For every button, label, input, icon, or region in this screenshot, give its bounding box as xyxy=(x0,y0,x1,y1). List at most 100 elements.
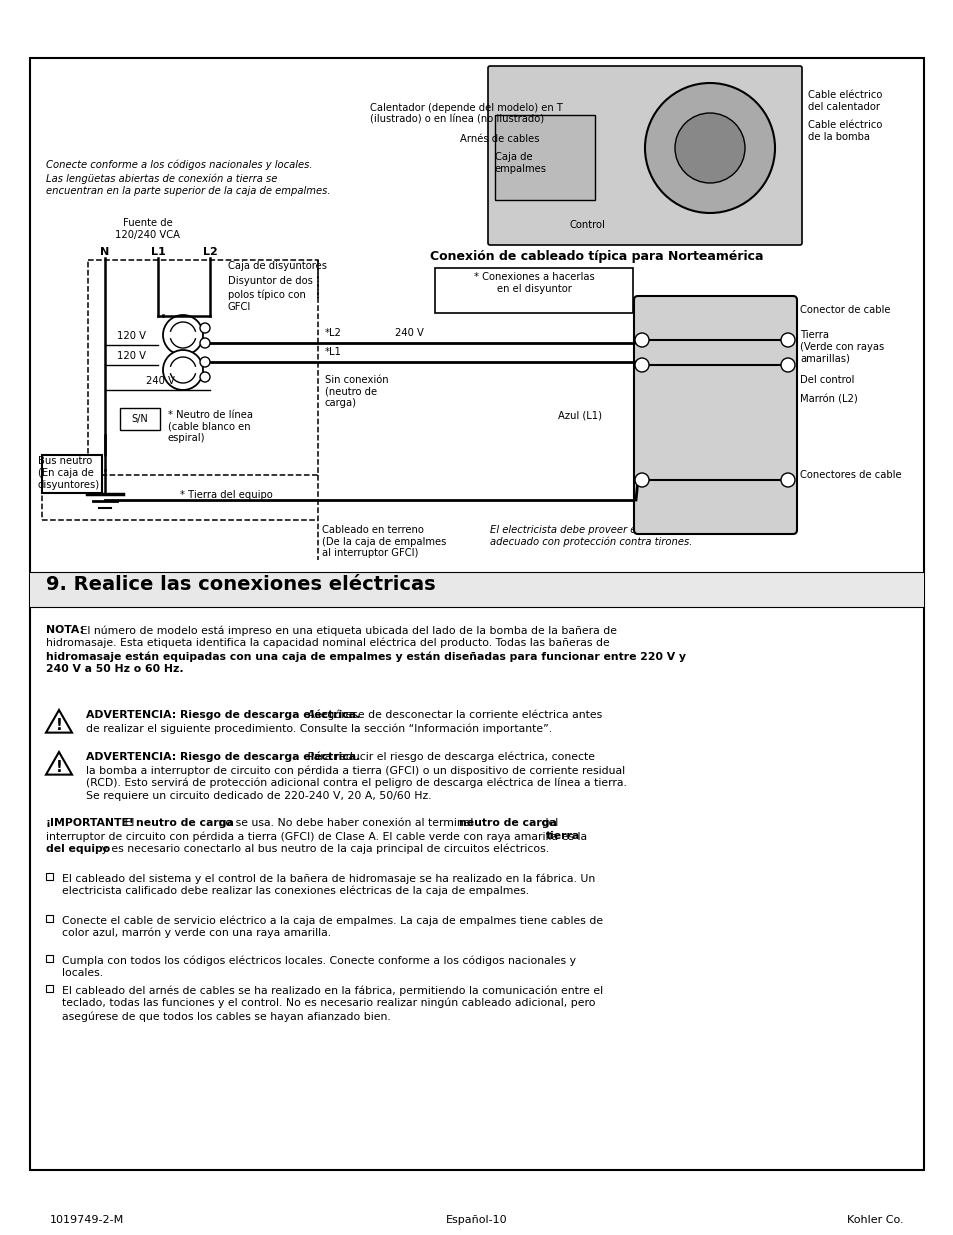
Text: Español-10: Español-10 xyxy=(446,1215,507,1225)
Text: El electricista debe proveer el cable
adecuado con protección contra tirones.: El electricista debe proveer el cable ad… xyxy=(490,525,692,547)
Bar xyxy=(435,268,633,312)
Circle shape xyxy=(163,350,203,390)
Text: 120 V: 120 V xyxy=(117,331,147,341)
Text: Conecte el cable de servicio eléctrico a la caja de empalmes. La caja de empalme: Conecte el cable de servicio eléctrico a… xyxy=(62,915,602,925)
Text: ADVERTENCIA: Riesgo de descarga eléctrica.: ADVERTENCIA: Riesgo de descarga eléctric… xyxy=(86,752,360,762)
Text: GFCI: GFCI xyxy=(228,303,251,312)
Text: electricista calificado debe realizar las conexiones eléctricas de la caja de em: electricista calificado debe realizar la… xyxy=(62,885,529,897)
Text: *L1: *L1 xyxy=(325,347,341,357)
Text: Kohler Co.: Kohler Co. xyxy=(846,1215,903,1225)
Text: Para reducir el riesgo de descarga eléctrica, conecte: Para reducir el riesgo de descarga eléct… xyxy=(304,752,595,762)
Bar xyxy=(42,454,102,493)
Text: Tierra
(Verde con rayas
amarillas): Tierra (Verde con rayas amarillas) xyxy=(800,330,883,363)
Bar xyxy=(46,873,53,881)
Text: Fuente de: Fuente de xyxy=(123,219,172,228)
Text: Caja de disyuntores: Caja de disyuntores xyxy=(228,261,327,270)
FancyBboxPatch shape xyxy=(634,296,796,534)
Text: Cable eléctrico
de la bomba: Cable eléctrico de la bomba xyxy=(807,120,882,142)
Circle shape xyxy=(200,324,210,333)
Text: no se usa. No debe haber conexión al terminal: no se usa. No debe haber conexión al ter… xyxy=(214,818,477,827)
Circle shape xyxy=(200,338,210,348)
Text: Bus neutro
(En caja de
disyuntores): Bus neutro (En caja de disyuntores) xyxy=(38,457,100,489)
Circle shape xyxy=(781,333,794,347)
Text: ADVERTENCIA: Riesgo de descarga eléctrica.: ADVERTENCIA: Riesgo de descarga eléctric… xyxy=(86,710,360,720)
Text: 240 V: 240 V xyxy=(395,329,423,338)
Polygon shape xyxy=(46,752,71,774)
Text: Conexión de cableado típica para Norteamérica: Conexión de cableado típica para Norteam… xyxy=(430,249,762,263)
Text: ¡IMPORTANTE!: ¡IMPORTANTE! xyxy=(46,818,134,827)
Text: la bomba a interruptor de circuito con pérdida a tierra (GFCI) o un dispositivo : la bomba a interruptor de circuito con p… xyxy=(86,764,624,776)
Text: Sin conexión
(neutro de
carga): Sin conexión (neutro de carga) xyxy=(325,375,388,409)
Text: 240 V: 240 V xyxy=(146,375,174,387)
Text: color azul, marrón y verde con una raya amarilla.: color azul, marrón y verde con una raya … xyxy=(62,927,331,939)
Text: y es necesario conectarlo al bus neutro de la caja principal de circuitos eléctr: y es necesario conectarlo al bus neutro … xyxy=(98,844,549,855)
Circle shape xyxy=(635,358,648,372)
Text: L2: L2 xyxy=(202,247,217,257)
Text: *L2: *L2 xyxy=(325,329,341,338)
Text: NOTA:: NOTA: xyxy=(46,625,84,635)
Text: Se requiere un circuito dedicado de 220-240 V, 20 A, 50/60 Hz.: Se requiere un circuito dedicado de 220-… xyxy=(86,790,431,802)
Text: Conecte conforme a los códigos nacionales y locales.: Conecte conforme a los códigos nacionale… xyxy=(46,161,313,170)
Text: L1: L1 xyxy=(151,247,165,257)
Text: 120 V: 120 V xyxy=(117,351,147,361)
Text: Del control: Del control xyxy=(800,375,854,385)
Text: locales.: locales. xyxy=(62,968,103,978)
FancyBboxPatch shape xyxy=(488,65,801,245)
Bar xyxy=(495,115,595,200)
Text: polos típico con: polos típico con xyxy=(228,289,306,300)
Text: Asegúrese de desconectar la corriente eléctrica antes: Asegúrese de desconectar la corriente el… xyxy=(304,710,601,720)
Text: neutro de carga: neutro de carga xyxy=(136,818,233,827)
Circle shape xyxy=(644,83,774,212)
Bar xyxy=(88,261,317,475)
Bar xyxy=(46,986,53,992)
Text: asegúrese de que todos los cables se hayan afianzado bien.: asegúrese de que todos los cables se hay… xyxy=(62,1011,391,1021)
Circle shape xyxy=(635,473,648,487)
Text: Caja de
empalmes: Caja de empalmes xyxy=(495,152,546,174)
Polygon shape xyxy=(46,710,71,732)
Text: (RCD). Esto servirá de protección adicional contra el peligro de descarga eléctr: (RCD). Esto servirá de protección adicio… xyxy=(86,778,626,788)
Text: * Neutro de línea
(cable blanco en
espiral): * Neutro de línea (cable blanco en espir… xyxy=(168,410,253,443)
Text: hidromasaje. Esta etiqueta identifica la capacidad nominal eléctrica del product: hidromasaje. Esta etiqueta identifica la… xyxy=(46,638,609,648)
Text: * Conexiones a hacerlas
en el disyuntor: * Conexiones a hacerlas en el disyuntor xyxy=(473,272,594,294)
Text: Las lengüetas abiertas de conexión a tierra se: Las lengüetas abiertas de conexión a tie… xyxy=(46,173,277,184)
Circle shape xyxy=(163,315,203,354)
Text: N: N xyxy=(100,247,110,257)
Text: del equipo: del equipo xyxy=(46,844,111,853)
Text: El número de modelo está impreso en una etiqueta ubicada del lado de la bomba de: El número de modelo está impreso en una … xyxy=(77,625,617,636)
Text: Conectores de cable: Conectores de cable xyxy=(800,471,901,480)
Text: Conector de cable: Conector de cable xyxy=(800,305,889,315)
Text: !: ! xyxy=(55,760,62,776)
Text: hidromasaje están equipadas con una caja de empalmes y están diseñadas para func: hidromasaje están equipadas con una caja… xyxy=(46,651,685,662)
Text: Arnés de cables: Arnés de cables xyxy=(459,135,539,144)
Text: Disyuntor de dos: Disyuntor de dos xyxy=(228,275,313,287)
Text: Cable eléctrico
del calentador: Cable eléctrico del calentador xyxy=(807,90,882,111)
Text: El: El xyxy=(121,818,138,827)
Circle shape xyxy=(200,357,210,367)
Circle shape xyxy=(200,372,210,382)
Bar xyxy=(46,955,53,962)
Text: Azul (L1): Azul (L1) xyxy=(558,410,601,420)
Circle shape xyxy=(781,358,794,372)
Text: del: del xyxy=(537,818,558,827)
Text: encuentran en la parte superior de la caja de empalmes.: encuentran en la parte superior de la ca… xyxy=(46,186,330,196)
Bar xyxy=(120,408,160,430)
Circle shape xyxy=(635,333,648,347)
Text: tierra: tierra xyxy=(545,831,579,841)
Text: El cableado del sistema y el control de la bañera de hidromasaje se ha realizado: El cableado del sistema y el control de … xyxy=(62,873,595,883)
Circle shape xyxy=(675,112,744,183)
Text: Cumpla con todos los códigos eléctricos locales. Conecte conforme a los códigos : Cumpla con todos los códigos eléctricos … xyxy=(62,955,576,966)
Text: de realizar el siguiente procedimiento. Consulte la sección “Información importa: de realizar el siguiente procedimiento. … xyxy=(86,722,552,734)
Text: * Tierra del equipo: * Tierra del equipo xyxy=(180,490,273,500)
Text: El cableado del arnés de cables se ha realizado en la fábrica, permitiendo la co: El cableado del arnés de cables se ha re… xyxy=(62,986,602,995)
Text: Cableado en terreno
(De la caja de empalmes
al interruptor GFCI): Cableado en terreno (De la caja de empal… xyxy=(322,525,446,558)
Text: S/N: S/N xyxy=(132,414,149,424)
Text: 240 V a 50 Hz o 60 Hz.: 240 V a 50 Hz o 60 Hz. xyxy=(46,664,183,674)
Text: 9. Realice las conexiones eléctricas: 9. Realice las conexiones eléctricas xyxy=(46,576,436,594)
Text: Calentador (depende del modelo) en T
(ilustrado) o en línea (no ilustrado): Calentador (depende del modelo) en T (il… xyxy=(370,103,562,125)
Bar xyxy=(46,915,53,923)
Circle shape xyxy=(781,473,794,487)
Text: !: ! xyxy=(55,718,62,734)
Text: 1019749-2-M: 1019749-2-M xyxy=(50,1215,124,1225)
Bar xyxy=(30,572,923,606)
Text: interruptor de circuito con pérdida a tierra (GFCI) de Clase A. El cable verde c: interruptor de circuito con pérdida a ti… xyxy=(46,831,590,841)
